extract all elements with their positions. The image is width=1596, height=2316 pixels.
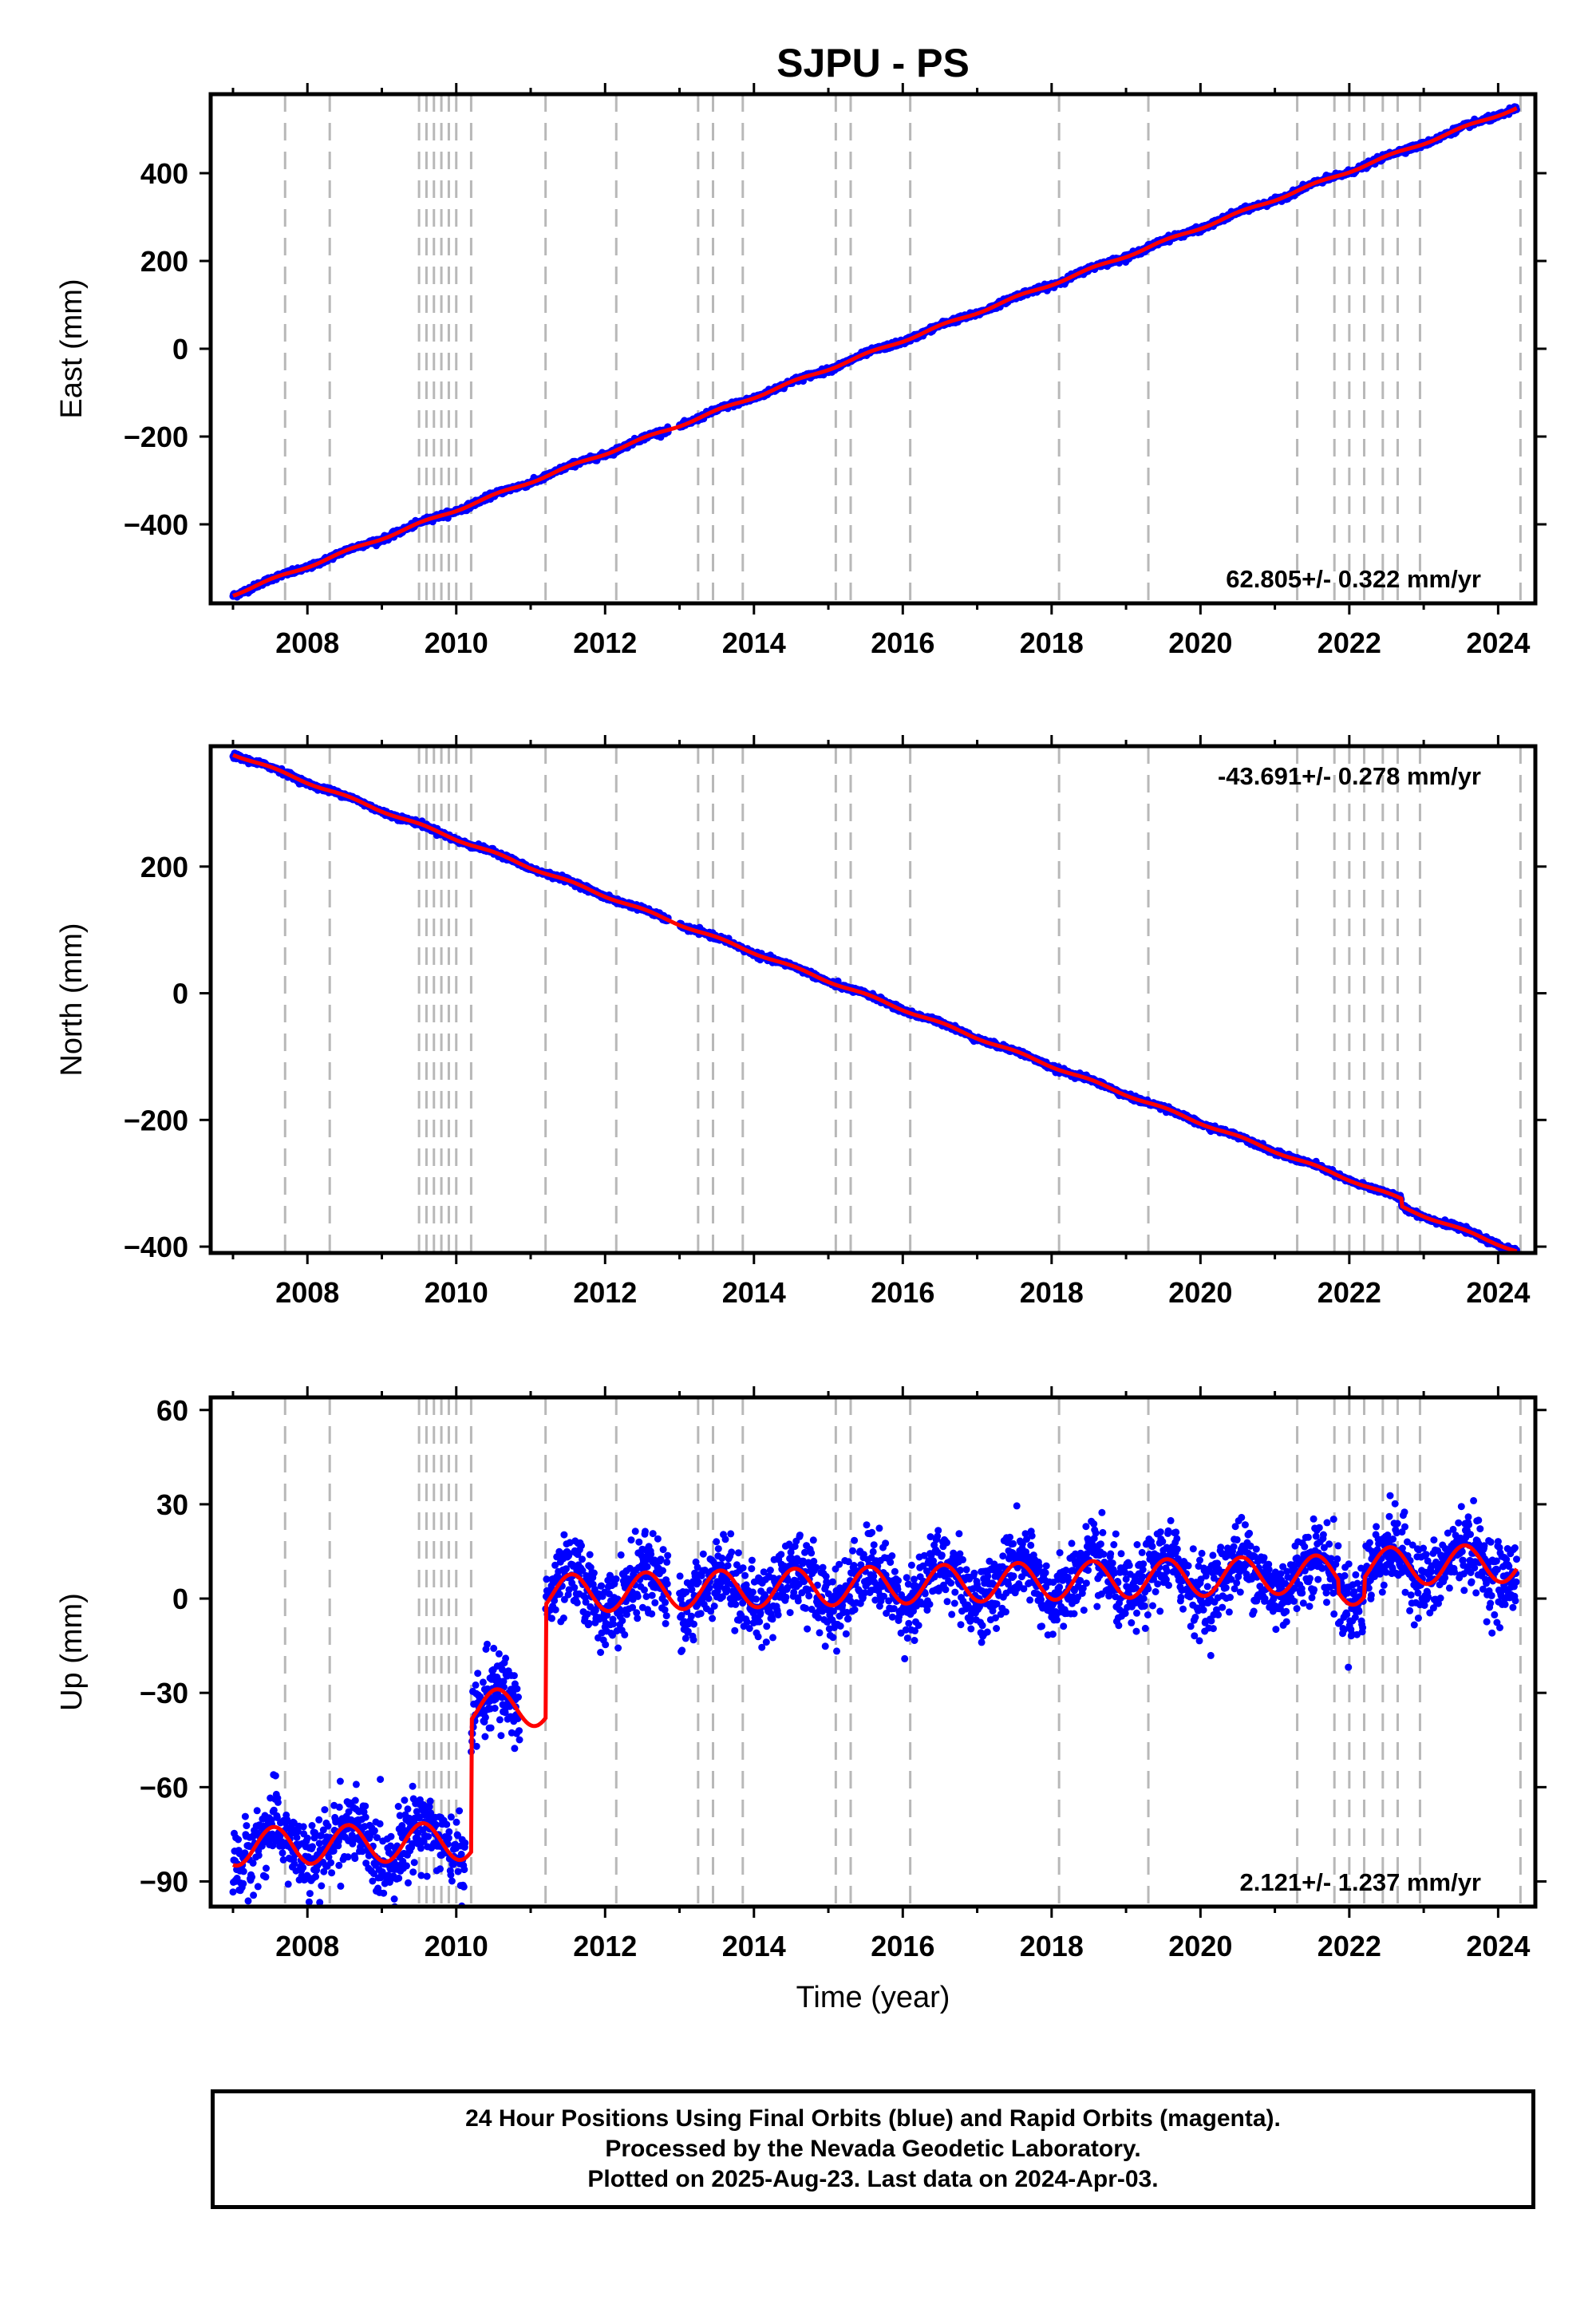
chart-title: SJPU - PS [776, 41, 970, 85]
y-tick-label: 0 [172, 333, 188, 366]
x-tick-label: 2022 [1317, 626, 1381, 659]
x-tick-label: 2020 [1168, 626, 1232, 659]
x-tick-label: 2024 [1466, 626, 1530, 659]
y-tick-label: −400 [124, 508, 188, 541]
panel-north: 2008 2010 2012 2014 2016 2018 2020 2022 2024−400… [55, 735, 1547, 1309]
y-axis-label: East (mm) [55, 279, 89, 418]
y-tick-label: −200 [124, 421, 188, 453]
x-tick-label: 2008 [275, 626, 339, 659]
rate-label: 62.805+/- 0.322 mm/yr [1226, 565, 1481, 593]
x-tick-label: 2010 [425, 626, 488, 659]
x-tick-label: 2018 [1020, 626, 1084, 659]
x-tick-label: 2016 [871, 626, 934, 659]
x-tick-label: 2012 [573, 626, 637, 659]
y-tick-label: 200 [140, 245, 188, 278]
y-tick-label: 400 [140, 157, 188, 190]
panel-east: 2008 2010 2012 2014 2016 2018 2020 2022 2024 −400… [55, 83, 1547, 659]
x-tick-label: 2014 [722, 626, 786, 659]
